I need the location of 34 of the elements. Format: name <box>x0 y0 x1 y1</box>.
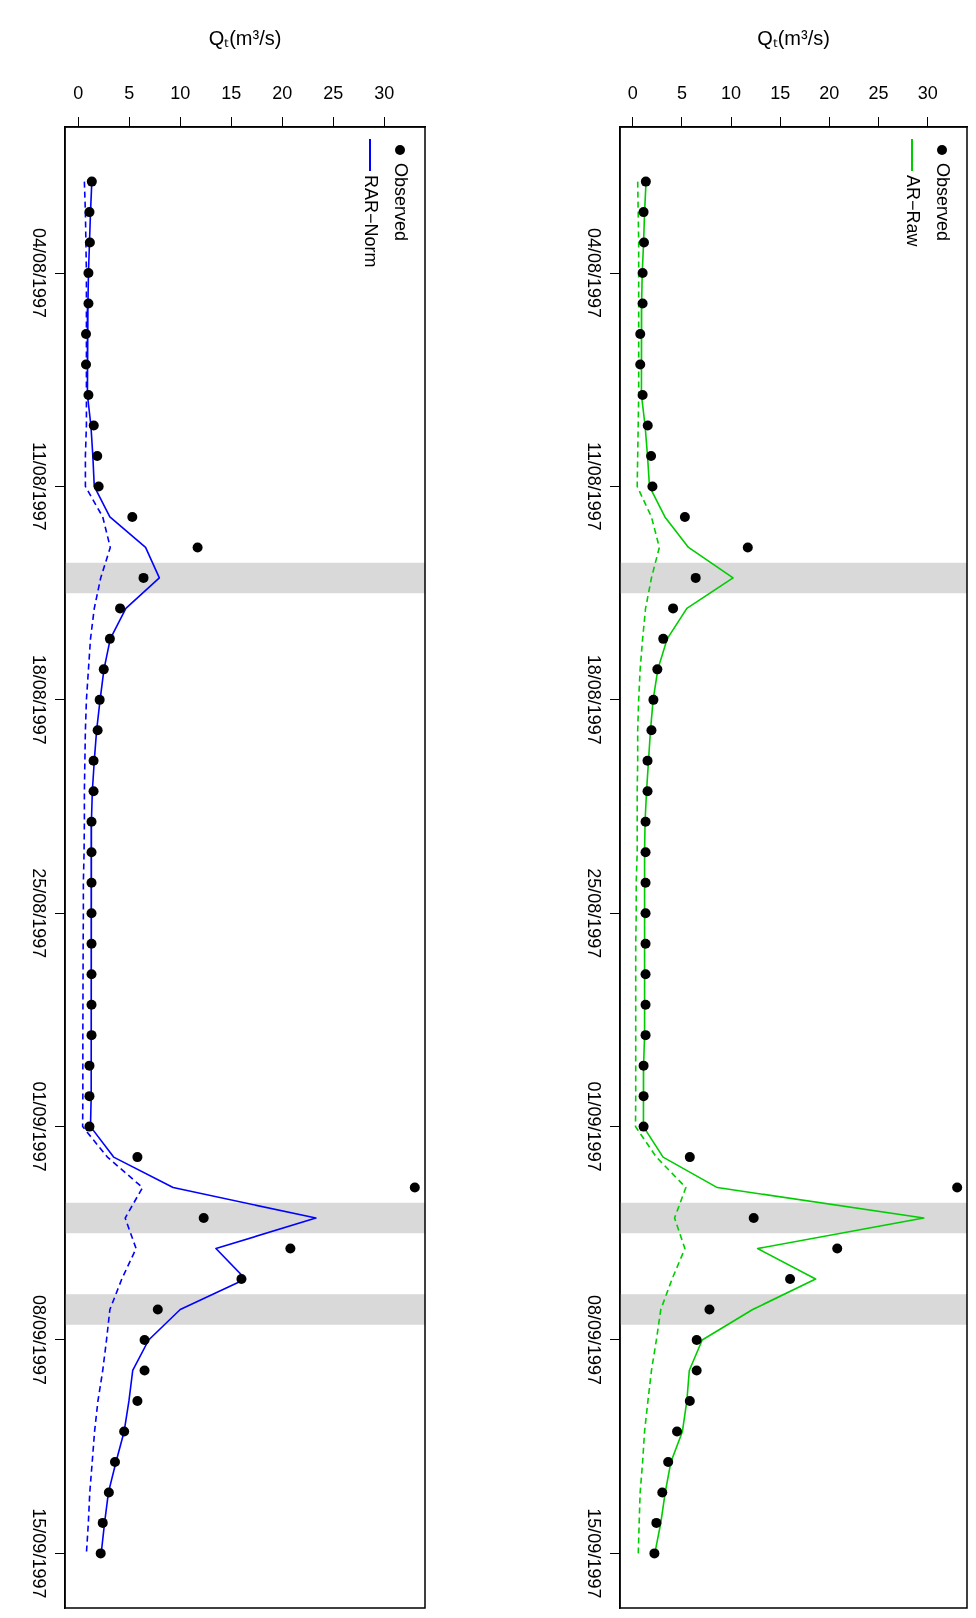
x-tick-label: 15 <box>770 83 791 104</box>
x-tick-label: 0 <box>73 83 84 104</box>
x-tick-label: 5 <box>676 83 687 104</box>
y-tick-label: 11/08/1997 <box>584 442 605 531</box>
x-tick-label: 30 <box>374 83 395 104</box>
legend-label: Observed <box>389 163 411 242</box>
y-tick-label: 11/08/1997 <box>29 442 50 531</box>
legend-label: RAR−Norm <box>359 175 381 268</box>
y-tick-label: 08/09/1997 <box>29 1294 50 1386</box>
x-tick-label: 30 <box>917 83 938 104</box>
x-tick-label: 10 <box>170 83 191 104</box>
y-tick-label: 08/09/1997 <box>584 1294 605 1386</box>
x-axis-title: Qₜ(m³/s) <box>208 26 282 49</box>
x-tick-label: 5 <box>124 83 135 104</box>
legend-label: Observed <box>931 163 953 242</box>
y-tick-label: 15/09/1997 <box>584 1508 605 1599</box>
legend-label: AR−Raw <box>901 175 923 247</box>
y-tick-label: 04/08/1997 <box>29 228 50 319</box>
x-axis-title: Qₜ(m³/s) <box>757 26 830 49</box>
y-tick-label: 25/08/1997 <box>29 868 50 959</box>
x-tick-label: 0 <box>627 83 638 104</box>
y-tick-label: 01/09/1997 <box>584 1081 605 1172</box>
y-tick-label: 25/08/1997 <box>584 868 605 959</box>
y-tick-label: 01/09/1997 <box>29 1081 50 1172</box>
y-tick-label: 15/09/1997 <box>29 1508 50 1599</box>
y-tick-label: 18/08/1997 <box>584 654 605 745</box>
x-tick-label: 20 <box>272 83 293 104</box>
x-tick-label: 25 <box>323 83 344 104</box>
x-tick-label: 20 <box>819 83 840 104</box>
x-tick-label: 25 <box>868 83 889 104</box>
y-tick-label: 18/08/1997 <box>29 654 50 745</box>
x-tick-label: 10 <box>721 83 742 104</box>
y-tick-label: 04/08/1997 <box>584 228 605 319</box>
x-tick-label: 15 <box>221 83 242 104</box>
